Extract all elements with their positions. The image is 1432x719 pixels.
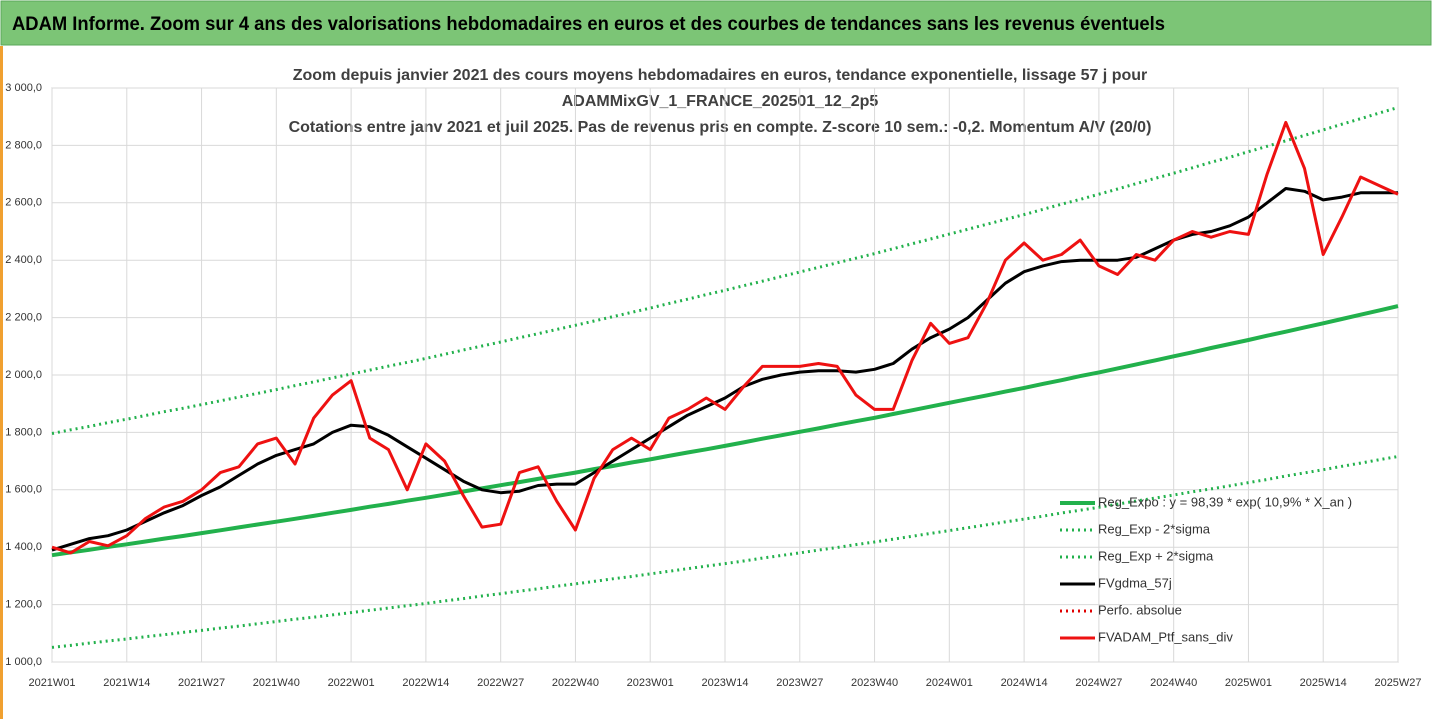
y-tick-label: 2 600,0 <box>5 197 42 209</box>
banner <box>0 0 1432 46</box>
legend-label: Reg_Exp + 2*sigma <box>1098 548 1214 563</box>
y-tick-label: 1 800,0 <box>5 426 42 438</box>
x-tick-label: 2025W27 <box>1374 677 1421 689</box>
x-tick-label: 2024W27 <box>1075 677 1122 689</box>
series-line <box>51 304 1399 558</box>
x-tick-label: 2024W14 <box>1001 677 1048 689</box>
x-tick-label: 2025W14 <box>1300 677 1347 689</box>
x-tick-label: 2021W01 <box>28 677 75 689</box>
chart-title: ADAMMixGV_1_FRANCE_202501_12_2p5 <box>562 93 879 110</box>
y-tick-label: 1 000,0 <box>5 656 42 668</box>
legend-label: Perfo. absolue <box>1098 602 1182 617</box>
x-tick-label: 2022W40 <box>552 677 599 689</box>
series-line <box>51 120 1399 555</box>
y-tick-label: 2 000,0 <box>5 369 42 381</box>
y-tick-label: 1 400,0 <box>5 541 42 553</box>
x-tick-label: 2023W40 <box>851 677 898 689</box>
y-tick-label: 1 200,0 <box>5 599 42 611</box>
x-tick-label: 2025W01 <box>1225 677 1272 689</box>
series-line <box>51 455 1399 649</box>
chart-title: Cotations entre janv 2021 et juil 2025. … <box>289 119 1152 136</box>
y-tick-label: 1 600,0 <box>5 484 42 496</box>
x-tick-label: 2023W01 <box>627 677 674 689</box>
y-tick-label: 2 200,0 <box>5 312 42 324</box>
x-tick-label: 2024W40 <box>1150 677 1197 689</box>
legend-label: Reg_Expo : y = 98,39 * exp( 10,9% * X_an… <box>1098 494 1352 509</box>
x-tick-label: 2022W27 <box>477 677 524 689</box>
x-tick-label: 2022W01 <box>328 677 375 689</box>
chart-title: Zoom depuis janvier 2021 des cours moyen… <box>293 67 1148 84</box>
x-tick-label: 2021W40 <box>253 677 300 689</box>
legend-label: FVgdma_57j <box>1098 575 1172 590</box>
x-tick-label: 2023W14 <box>701 677 748 689</box>
series-line <box>51 106 1399 435</box>
x-tick-label: 2023W27 <box>776 677 823 689</box>
legend-label: FVADAM_Ptf_sans_div <box>1098 629 1233 644</box>
left-edge <box>0 46 3 719</box>
x-tick-label: 2024W01 <box>926 677 973 689</box>
legend-label: Reg_Exp - 2*sigma <box>1098 521 1211 536</box>
y-tick-label: 2 400,0 <box>5 254 42 266</box>
x-tick-label: 2021W14 <box>103 677 150 689</box>
x-tick-label: 2021W27 <box>178 677 225 689</box>
x-tick-label: 2022W14 <box>402 677 449 689</box>
y-tick-label: 3 000,0 <box>5 82 42 94</box>
banner-title: ADAM Informe. Zoom sur 4 ans des valoris… <box>12 14 1165 35</box>
y-tick-label: 2 800,0 <box>5 139 42 151</box>
